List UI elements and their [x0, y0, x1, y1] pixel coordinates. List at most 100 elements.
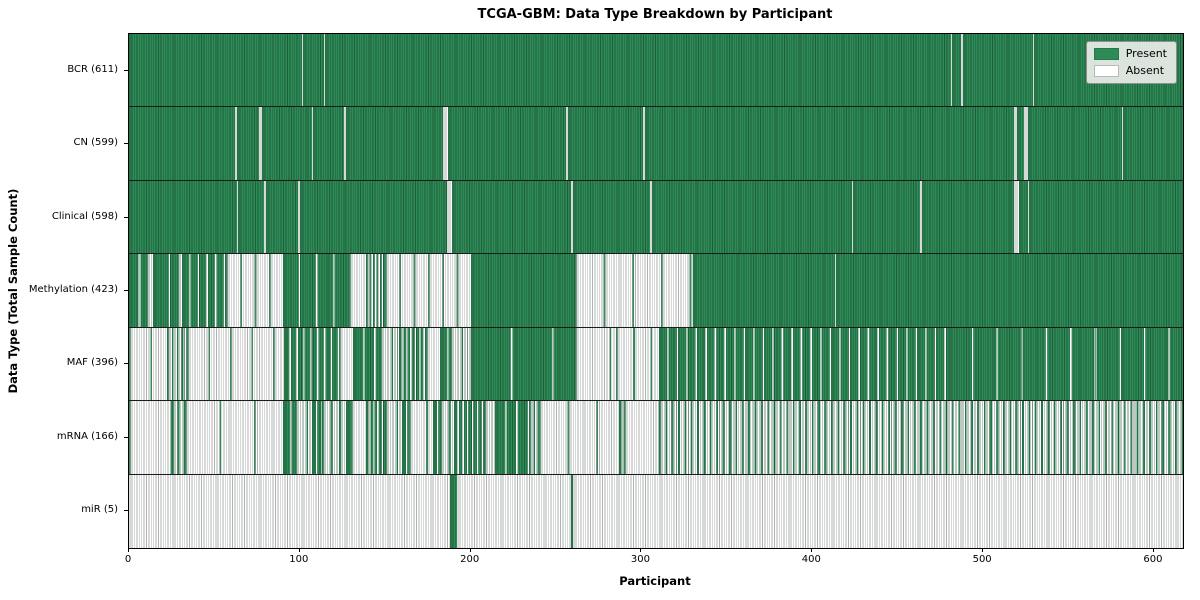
- presence-segment: [284, 327, 340, 401]
- presence-segment: [439, 327, 451, 401]
- legend-label: Absent: [1125, 64, 1165, 77]
- presence-segment: [426, 327, 440, 401]
- presence-segment: [402, 401, 410, 474]
- y-tick-mark: [124, 436, 128, 438]
- presence-segment: [1024, 107, 1028, 180]
- presence-segment: [574, 327, 616, 401]
- presence-segment: [484, 401, 495, 474]
- presence-segment: [470, 254, 575, 327]
- presence-segment: [615, 327, 659, 401]
- presence-segment: [836, 254, 1183, 327]
- presence-segment: [456, 474, 572, 548]
- presence-segment: [651, 180, 852, 254]
- presence-segment: [171, 401, 186, 474]
- presence-segment: [834, 254, 837, 327]
- presence-segment: [352, 327, 381, 401]
- presence-segment: [1013, 107, 1018, 180]
- presence-segment: [494, 401, 529, 474]
- presence-segment: [345, 401, 352, 474]
- presence-segment: [1032, 34, 1035, 107]
- presence-segment: [146, 254, 153, 327]
- presence-segment: [236, 107, 259, 180]
- presence-segment: [345, 107, 444, 180]
- row-band-methylation: [129, 254, 1183, 328]
- presence-segment: [624, 401, 659, 474]
- presence-segment: [129, 107, 235, 180]
- x-tick-mark: [298, 548, 300, 552]
- presence-segment: [650, 180, 652, 254]
- presence-segment: [282, 254, 350, 327]
- legend: Present Absent: [1085, 41, 1177, 84]
- presence-segment: [453, 401, 485, 474]
- presence-segment: [294, 401, 312, 474]
- presence-segment: [166, 327, 188, 401]
- presence-segment: [1121, 107, 1124, 180]
- chart-title: TCGA-GBM: Data Type Breakdown by Partici…: [477, 7, 833, 22]
- presence-segment: [948, 327, 1183, 401]
- presence-segment: [568, 107, 644, 180]
- presence-segment: [339, 327, 353, 401]
- x-tick-mark: [640, 548, 642, 552]
- presence-segment: [385, 401, 403, 474]
- presence-segment: [409, 401, 434, 474]
- presence-segment: [234, 107, 237, 180]
- presence-segment: [152, 254, 177, 327]
- x-tick-mark: [1152, 548, 1154, 552]
- presence-segment: [1013, 180, 1019, 254]
- row-band-mir: [129, 474, 1183, 548]
- presence-segment: [181, 254, 227, 327]
- legend-swatch-absent: [1093, 65, 1119, 77]
- presence-segment: [322, 401, 346, 474]
- presence-segment: [470, 327, 575, 401]
- presence-segment: [129, 254, 147, 327]
- presence-segment: [528, 401, 539, 474]
- legend-item-absent: Absent: [1093, 64, 1167, 77]
- y-tick-mark: [124, 216, 128, 218]
- presence-segment: [952, 34, 961, 107]
- presence-segment: [236, 180, 239, 254]
- presence-segment: [301, 34, 304, 107]
- presence-segment: [950, 34, 953, 107]
- presence-segment: [282, 401, 295, 474]
- presence-segment: [349, 254, 367, 327]
- x-tick-label: 100: [289, 554, 309, 565]
- presence-segment: [311, 401, 323, 474]
- presence-segment: [1019, 180, 1028, 254]
- presence-segment: [1027, 107, 1122, 180]
- y-tick-mark: [124, 363, 128, 365]
- presence-segment: [658, 327, 949, 401]
- presence-segment: [238, 180, 264, 254]
- row-band-cn: [129, 107, 1183, 181]
- presence-segment: [574, 254, 693, 327]
- presence-segment: [129, 401, 172, 474]
- presence-segment: [619, 401, 625, 474]
- presence-segment: [366, 254, 386, 327]
- presence-segment: [265, 180, 299, 254]
- presence-segment: [344, 107, 346, 180]
- plot-area: Present Absent: [128, 33, 1184, 549]
- x-tick-mark: [811, 548, 813, 552]
- x-tick-label: 200: [460, 554, 480, 565]
- legend-swatch-present: [1093, 48, 1119, 60]
- x-axis-label: Participant: [619, 574, 691, 588]
- presence-segment: [433, 401, 440, 474]
- y-tick-label-bcr: BCR (611): [67, 63, 118, 75]
- presence-segment: [129, 34, 302, 107]
- y-tick-label-maf: MAF (396): [66, 357, 118, 369]
- presence-segment: [325, 34, 951, 107]
- presence-segment: [313, 107, 345, 180]
- row-band-clinical: [129, 180, 1183, 255]
- presence-segment: [658, 401, 1183, 474]
- presence-segment: [311, 107, 314, 180]
- presence-segment: [129, 327, 167, 401]
- presence-segment: [323, 34, 326, 107]
- presence-segment: [566, 107, 569, 180]
- presence-segment: [1029, 180, 1183, 254]
- y-tick-label-mir: miR (5): [81, 504, 118, 516]
- presence-segment: [853, 180, 920, 254]
- row-band-maf: [129, 327, 1183, 402]
- presence-segment: [129, 180, 237, 254]
- legend-item-present: Present: [1093, 48, 1167, 60]
- presence-segment: [187, 327, 285, 401]
- presence-segment: [1123, 107, 1183, 180]
